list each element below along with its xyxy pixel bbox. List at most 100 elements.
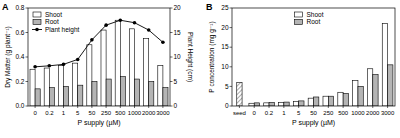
marker bbox=[62, 63, 66, 67]
tick-label: 500 bbox=[338, 110, 349, 116]
tick bbox=[26, 81, 29, 82]
bar bbox=[115, 20, 120, 106]
legend: ShootRootPlant height bbox=[32, 11, 80, 34]
tick bbox=[313, 106, 314, 108]
x-label: P supply (µM) bbox=[292, 119, 335, 127]
plot-area bbox=[237, 24, 393, 106]
legend-label: Plant height bbox=[45, 26, 80, 34]
legend-label: Root bbox=[307, 18, 321, 25]
bar bbox=[279, 102, 284, 106]
tick-label: 15 bbox=[174, 29, 182, 36]
legend-label: Shoot bbox=[45, 11, 62, 18]
tick-label: 1 bbox=[62, 110, 66, 116]
bar bbox=[249, 103, 254, 106]
bar bbox=[92, 82, 97, 107]
tick-label: 0 bbox=[33, 110, 37, 116]
marker bbox=[104, 23, 108, 27]
bar bbox=[308, 98, 313, 106]
tick-label: 2000 bbox=[142, 110, 156, 116]
tick bbox=[170, 81, 173, 82]
tick bbox=[230, 27, 233, 28]
bar bbox=[44, 68, 49, 106]
plot-area bbox=[30, 18, 168, 106]
tick-label: 0.4 bbox=[15, 53, 24, 60]
tick-label: 20 bbox=[174, 4, 182, 11]
tick bbox=[49, 106, 50, 108]
legend-label: Root bbox=[45, 18, 59, 25]
tick bbox=[35, 106, 36, 108]
tick-label: 1000 bbox=[128, 110, 142, 116]
tick bbox=[170, 8, 173, 9]
bar bbox=[328, 96, 333, 106]
tick-label: 0.8 bbox=[15, 4, 24, 11]
bar bbox=[254, 103, 259, 106]
tick bbox=[148, 106, 149, 108]
panel: A0.00.20.40.60.80510152000.2155025050010… bbox=[2, 2, 194, 127]
bar bbox=[388, 65, 393, 106]
bar bbox=[149, 82, 154, 107]
bar bbox=[35, 89, 40, 106]
bar bbox=[78, 85, 83, 106]
marker bbox=[33, 65, 37, 69]
x-label: P supply (µM) bbox=[77, 119, 120, 127]
tick bbox=[239, 106, 240, 108]
tick bbox=[26, 8, 29, 9]
tick-label: 50 bbox=[89, 110, 96, 116]
bar bbox=[106, 79, 111, 106]
tick-label: seed bbox=[233, 110, 246, 116]
tick bbox=[254, 106, 255, 108]
bar bbox=[299, 101, 304, 106]
bar bbox=[58, 66, 63, 106]
figure: A0.00.20.40.60.80510152000.2155025050010… bbox=[0, 0, 400, 138]
frame bbox=[232, 8, 395, 106]
panel: B0510152025seed00.2155025050010002000300… bbox=[206, 2, 395, 127]
tick-label: 2000 bbox=[366, 110, 380, 116]
legend-label: Shoot bbox=[307, 11, 324, 18]
tick-label: 500 bbox=[115, 110, 126, 116]
bar bbox=[129, 29, 134, 106]
tick-label: 0.2 bbox=[15, 78, 24, 85]
panel-title: A bbox=[2, 2, 9, 12]
marker bbox=[90, 38, 94, 42]
tick bbox=[106, 106, 107, 108]
bar bbox=[314, 97, 319, 106]
tick-label: 20 bbox=[221, 24, 229, 31]
tick-label: 0.0 bbox=[15, 102, 24, 109]
bar bbox=[73, 63, 78, 106]
legend-swatch bbox=[35, 28, 39, 32]
tick-label: 25 bbox=[221, 4, 229, 11]
tick bbox=[91, 106, 92, 108]
tick-label: 0 bbox=[174, 102, 178, 109]
bar bbox=[269, 102, 274, 106]
tick bbox=[328, 106, 329, 108]
bar bbox=[101, 30, 106, 106]
panel-title: B bbox=[206, 2, 213, 12]
tick bbox=[230, 8, 233, 9]
tick bbox=[283, 106, 284, 108]
tick bbox=[134, 106, 135, 108]
line bbox=[35, 20, 163, 67]
bar bbox=[338, 92, 343, 106]
tick bbox=[26, 57, 29, 58]
tick bbox=[170, 106, 173, 107]
bar bbox=[343, 93, 348, 106]
tick bbox=[26, 106, 29, 107]
bar bbox=[87, 45, 92, 106]
tick-label: 5 bbox=[297, 110, 301, 116]
tick-label: 1000 bbox=[351, 110, 365, 116]
bar bbox=[237, 82, 242, 106]
bar bbox=[30, 69, 35, 106]
tick-label: 0 bbox=[225, 102, 229, 109]
bar bbox=[264, 103, 269, 106]
tick bbox=[298, 106, 299, 108]
tick bbox=[26, 32, 29, 33]
bar bbox=[373, 75, 378, 106]
tick bbox=[77, 106, 78, 108]
tick-label: 0 bbox=[253, 110, 257, 116]
bar bbox=[120, 77, 125, 106]
tick-label: 5 bbox=[76, 110, 80, 116]
tick-label: 0.2 bbox=[265, 110, 274, 116]
tick-label: 15 bbox=[221, 43, 229, 50]
tick-label: 250 bbox=[101, 110, 112, 116]
bar bbox=[135, 79, 140, 106]
